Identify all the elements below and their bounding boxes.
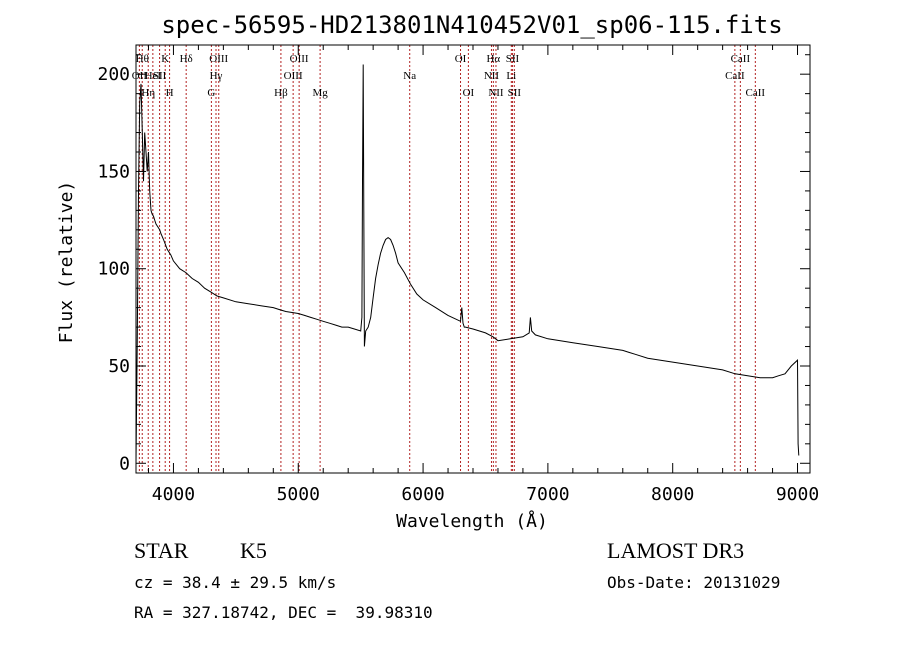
- line-label: Hβ: [274, 87, 288, 99]
- plot-frame: [135, 44, 811, 474]
- observation-date: Obs-Date: 20131029: [607, 573, 781, 592]
- object-subclass: K5: [240, 538, 267, 563]
- y-axis-label: Flux (relative): [56, 181, 77, 344]
- line-label: Hα: [486, 53, 500, 65]
- y-tick-label: 100: [97, 259, 130, 280]
- line-label: OI: [455, 53, 467, 65]
- y-tick-label: 150: [97, 161, 130, 182]
- line-label: CaII: [731, 53, 751, 65]
- y-axis-ticks: 0 50 100 150 200: [97, 54, 810, 474]
- spectrum-series: [135, 64, 800, 464]
- line-label: Hθ: [136, 53, 149, 65]
- y-tick-label: 0: [119, 453, 130, 474]
- redshift-cz: cz = 38.4 ± 29.5 km/s: [134, 573, 337, 592]
- line-label: SII: [508, 87, 522, 99]
- line-label: SII: [506, 53, 520, 65]
- line-label: H: [166, 87, 174, 99]
- line-label: OIII: [209, 53, 228, 65]
- x-axis-label: Wavelength (Å): [396, 510, 548, 532]
- line-label: Li: [506, 70, 516, 82]
- line-label: Mg: [312, 87, 328, 99]
- coordinates: RA = 327.18742, DEC = 39.98310: [134, 603, 433, 622]
- line-label: Hδ: [180, 53, 193, 65]
- x-tick-label: 8000: [651, 484, 694, 505]
- x-axis-ticks: 4000 5000 6000 7000 8000 9000: [147, 45, 819, 505]
- line-labels: OIIHθHηHeISIIKHHδGHγOIIIHβOIIIOIIIMgNaOI…: [132, 53, 766, 99]
- x-tick-label: 4000: [152, 484, 195, 505]
- line-label: Na: [403, 70, 416, 82]
- reference-lines: [138, 45, 756, 473]
- line-label: NII: [488, 87, 504, 99]
- x-tick-label: 9000: [776, 484, 819, 505]
- spectrum-line: [135, 64, 800, 464]
- y-tick-label: 50: [108, 356, 130, 377]
- line-label: OI: [463, 87, 475, 99]
- line-label: CaII: [746, 87, 766, 99]
- x-tick-label: 5000: [277, 484, 320, 505]
- x-tick-label: 6000: [401, 484, 444, 505]
- line-label: HeI: [145, 70, 162, 82]
- line-label: NII: [484, 70, 500, 82]
- line-label: Hη: [141, 87, 155, 99]
- x-tick-label: 7000: [526, 484, 569, 505]
- y-tick-label: 200: [97, 64, 130, 85]
- line-label: Hγ: [210, 70, 223, 82]
- object-class: STAR: [134, 538, 189, 563]
- line-label: SII: [153, 70, 167, 82]
- line-label: K: [161, 53, 169, 65]
- line-label: OIII: [290, 53, 309, 65]
- line-label: G: [207, 87, 215, 99]
- line-label: OIII: [284, 70, 303, 82]
- survey-name: LAMOST DR3: [607, 538, 745, 563]
- chart-title: spec-56595-HD213801N410452V01_sp06-115.f…: [161, 11, 782, 39]
- line-label: CaII: [725, 70, 745, 82]
